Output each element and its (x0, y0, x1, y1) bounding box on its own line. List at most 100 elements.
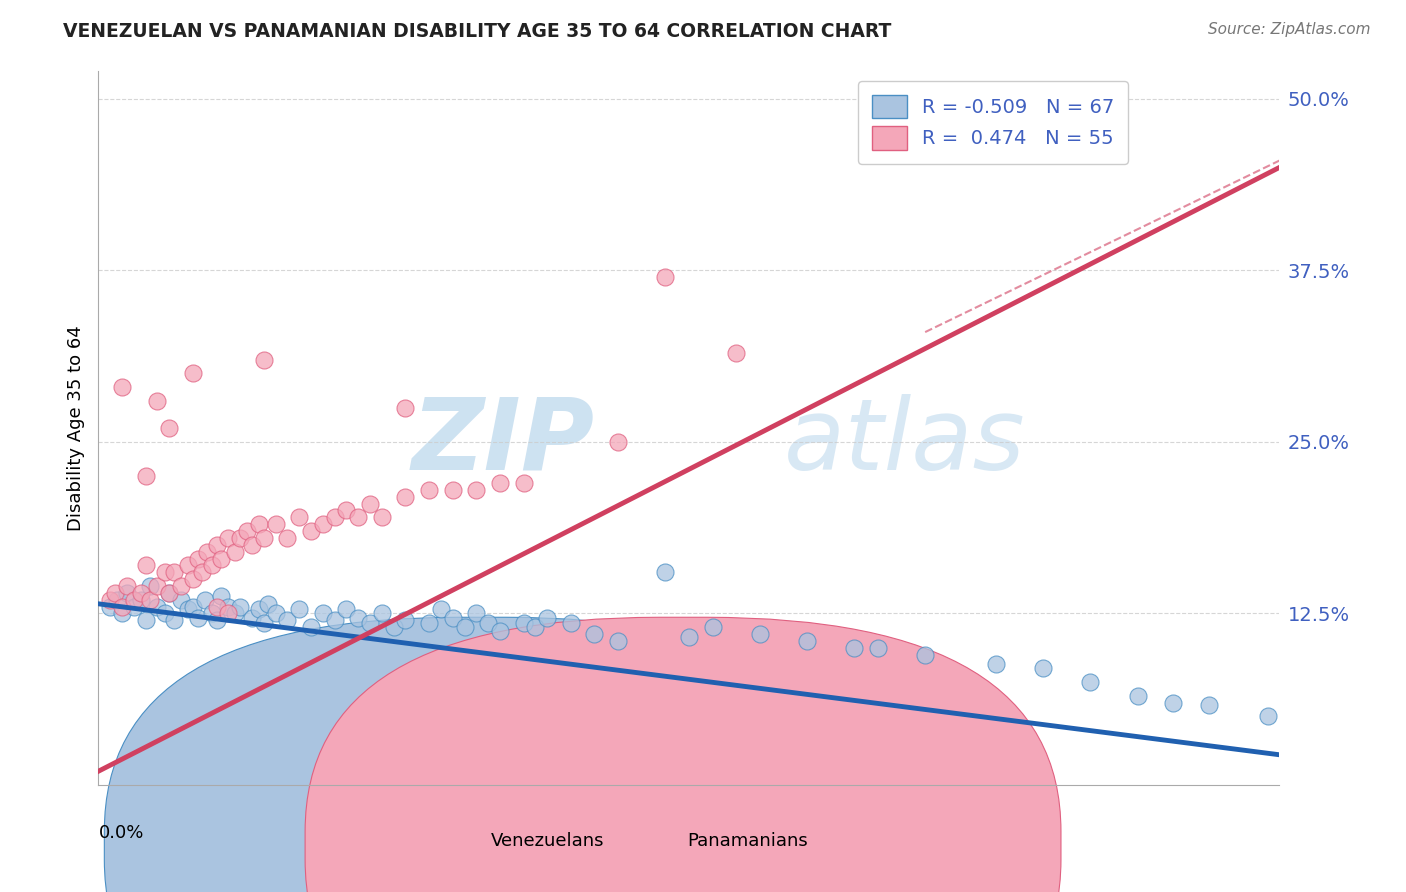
Point (394, 401, 416, 415)
Point (323, 613, 346, 627)
Point (489, 476, 512, 491)
Point (276, 531, 298, 545)
Point (335, 503, 357, 517)
Point (441, 610, 464, 624)
Point (201, 607, 224, 621)
Point (122, 592, 145, 607)
Text: 0.0%: 0.0% (98, 824, 143, 842)
Point (247, 602, 270, 616)
Point (276, 613, 298, 627)
Point (153, 566, 176, 580)
Point (217, 599, 239, 614)
Point (135, 558, 157, 573)
Point (98, 599, 121, 614)
Point (111, 380, 134, 394)
Point (194, 592, 217, 607)
Point (748, 627, 770, 641)
Point (153, 607, 176, 621)
Point (583, 627, 606, 641)
Point (678, 630, 700, 644)
Point (217, 531, 239, 545)
Point (191, 566, 214, 580)
Point (224, 544, 246, 558)
Point (170, 579, 193, 593)
Point (257, 597, 280, 611)
Point (146, 599, 169, 614)
Point (1161, 696, 1184, 710)
Point (205, 538, 228, 552)
Point (240, 610, 263, 624)
Point (224, 607, 246, 621)
Point (181, 599, 204, 614)
Point (441, 483, 464, 497)
Point (181, 572, 204, 586)
Point (1126, 689, 1149, 703)
Point (209, 589, 232, 603)
Point (253, 531, 276, 545)
Point (98, 592, 121, 607)
Point (335, 602, 357, 616)
Point (217, 607, 239, 621)
Point (359, 497, 381, 511)
Point (371, 607, 394, 621)
Point (115, 579, 138, 593)
Point (382, 620, 405, 634)
Point (209, 551, 232, 566)
Point (146, 579, 169, 593)
Point (253, 615, 276, 630)
Point (177, 558, 200, 573)
Point (1198, 698, 1220, 713)
Point (394, 490, 416, 504)
Point (205, 613, 228, 627)
Point (111, 599, 134, 614)
Point (288, 602, 311, 616)
Point (181, 366, 204, 380)
Point (195, 544, 218, 558)
Point (512, 615, 534, 630)
Point (312, 607, 335, 621)
Point (702, 620, 724, 634)
Point (122, 599, 145, 614)
Point (187, 551, 209, 566)
Point (914, 648, 936, 662)
Point (359, 615, 381, 630)
Point (139, 592, 162, 607)
Point (418, 483, 440, 497)
Point (430, 602, 453, 616)
Point (299, 620, 322, 634)
Text: VENEZUELAN VS PANAMANIAN DISABILITY AGE 35 TO 64 CORRELATION CHART: VENEZUELAN VS PANAMANIAN DISABILITY AGE … (63, 22, 891, 41)
Point (264, 607, 287, 621)
Point (135, 469, 157, 483)
Point (187, 610, 209, 624)
Point (1257, 709, 1279, 723)
Point (418, 615, 440, 630)
Y-axis label: Disability Age 35 to 64: Disability Age 35 to 64 (66, 326, 84, 531)
Point (489, 624, 512, 639)
Point (157, 586, 180, 600)
Point (323, 510, 346, 524)
Point (512, 476, 534, 491)
Point (394, 613, 416, 627)
Point (135, 613, 157, 627)
Text: Panamanians: Panamanians (688, 831, 808, 849)
Point (170, 592, 193, 607)
Point (177, 602, 200, 616)
Point (157, 421, 180, 435)
Point (146, 393, 169, 408)
Point (157, 586, 180, 600)
Point (524, 620, 547, 634)
Point (163, 613, 186, 627)
Text: atlas: atlas (783, 394, 1025, 491)
Point (347, 510, 370, 524)
Point (105, 592, 128, 607)
Point (984, 657, 1007, 672)
Point (1032, 661, 1054, 675)
Point (844, 640, 866, 655)
Point (371, 510, 394, 524)
Point (796, 633, 818, 648)
Point (104, 586, 127, 600)
Point (1080, 675, 1102, 690)
Point (129, 586, 152, 600)
Legend: R = -0.509   N = 67, R =  0.474   N = 55: R = -0.509 N = 67, R = 0.474 N = 55 (858, 81, 1128, 163)
Point (465, 483, 488, 497)
